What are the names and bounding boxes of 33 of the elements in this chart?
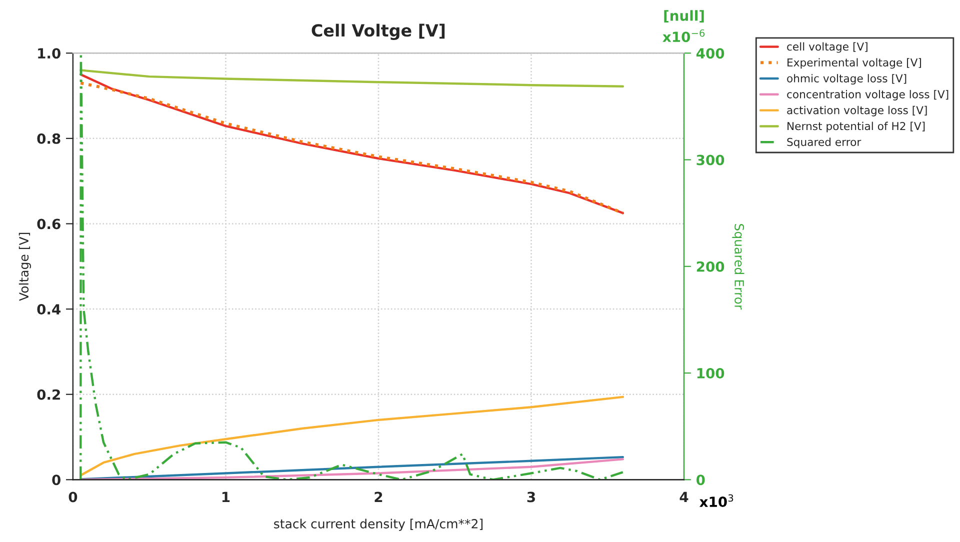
x-axis-title: stack current density [mA/cm**2] [274, 518, 483, 531]
line-series [79, 69, 624, 88]
line-series [79, 53, 624, 480]
y-tick-label: 0.4 [37, 304, 61, 315]
legend-label: activation voltage loss [V] [787, 106, 927, 116]
legend-label: cell voltage [V] [787, 42, 868, 53]
legend-label: concentration voltage loss [V] [787, 90, 948, 100]
y-tick-label: 1.0 [38, 48, 60, 59]
x-tick-label: 2 [374, 492, 382, 502]
y-tick-label: 0.2 [37, 389, 60, 400]
x-tick-label: 4 [680, 492, 688, 502]
y2-tick-label: 200 [696, 261, 724, 272]
y-axis-title: Voltage [V] [18, 232, 31, 301]
x-tick-label: 3 [527, 492, 535, 502]
legend-label: ohmic voltage loss [V] [787, 74, 906, 85]
y-tick-label: 0.8 [37, 133, 60, 144]
x-tick-label: 1 [222, 492, 230, 502]
y-tick-label: 0 [52, 474, 60, 486]
legend-label: Nernst potential of H2 [V] [788, 122, 925, 132]
y2-tick-label: 0 [696, 474, 705, 486]
chart-title: Cell Voltge [V] [312, 24, 445, 40]
legend-label: Squared error [787, 138, 862, 148]
line-series [79, 396, 624, 477]
text: x10$^{3}$ [699, 494, 734, 508]
x-tick-label: 0 [68, 492, 78, 502]
text: [null] [664, 10, 704, 23]
y2-tick-label: 400 [696, 48, 724, 59]
y-tick-label: 0.6 [37, 218, 60, 230]
y2-axis-title: Squared Error [732, 224, 744, 310]
legend-label: Experimental voltage [V] [788, 58, 922, 69]
y2-tick-label: 300 [696, 154, 724, 166]
y2-tick-label: 100 [697, 368, 724, 379]
text: x10$^{−6}$ [662, 29, 705, 42]
